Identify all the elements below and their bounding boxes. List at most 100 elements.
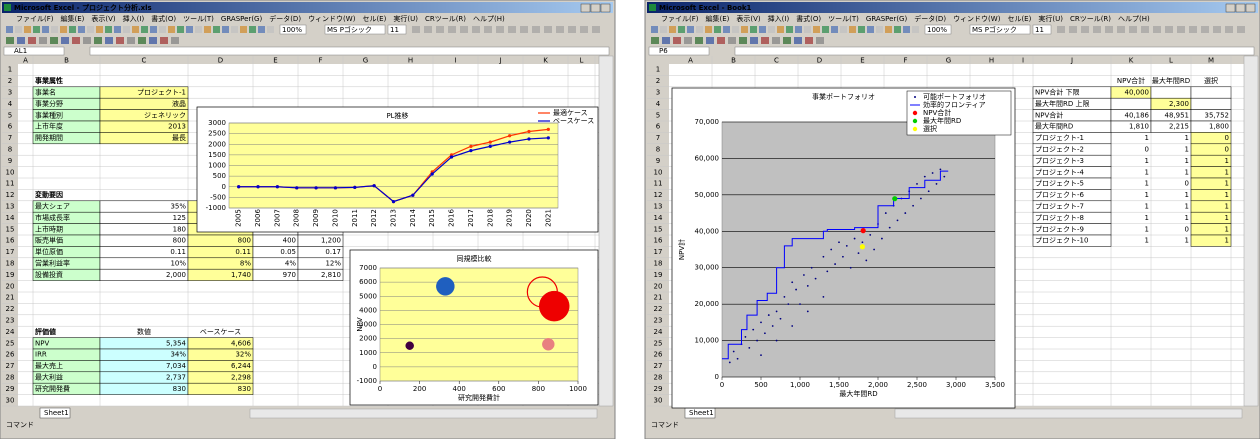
toolbar-button[interactable] [33,26,40,33]
menu-item[interactable]: GRASPer(G) [221,15,263,23]
row-header[interactable]: 6 [656,123,661,131]
toolbar-button[interactable] [750,26,757,33]
name-box[interactable] [3,46,65,56]
menu-item[interactable]: 挿入(I) [768,14,790,23]
toolbar-button[interactable] [867,26,874,33]
toolbar-button[interactable] [96,26,103,33]
toolbar-button[interactable] [706,37,714,44]
row-header[interactable]: 24 [6,328,15,336]
column-header[interactable]: K [1129,57,1134,65]
toolbar-button[interactable] [460,26,468,33]
toolbar-button[interactable] [1237,26,1245,33]
toolbar-button[interactable] [6,26,13,33]
toolbar-button[interactable] [783,37,791,44]
menu-item[interactable]: 表示(V) [736,14,761,23]
horizontal-scrollbar[interactable] [894,408,1243,419]
toolbar-button[interactable] [24,26,31,33]
menu-item[interactable]: セル(E) [1007,15,1031,23]
toolbar-button[interactable] [436,26,444,33]
row-header[interactable]: 22 [654,305,663,313]
toolbar-button[interactable] [177,26,184,33]
row-header[interactable]: 12 [6,191,15,199]
toolbar-button[interactable] [660,26,667,33]
toolbar-button[interactable] [72,37,80,44]
row-header[interactable]: 20 [654,282,663,290]
row-header[interactable]: 13 [654,203,663,211]
zoom-box[interactable] [924,24,952,35]
menu-item[interactable]: 実行(U) [393,14,418,23]
toolbar-button[interactable] [138,37,146,44]
row-header[interactable]: 16 [654,237,663,245]
row-header[interactable]: 6 [8,123,13,131]
toolbar-button[interactable] [651,26,658,33]
toolbar-button[interactable] [532,26,540,33]
row-header[interactable]: 5 [8,111,12,119]
font-box[interactable] [969,24,1031,35]
menu-item[interactable]: ヘルプ(H) [1118,15,1150,23]
toolbar-button[interactable] [51,26,58,33]
menu-item[interactable]: ツール(T) [828,15,859,23]
toolbar-button[interactable] [412,26,420,33]
row-header[interactable]: 4 [656,100,661,108]
toolbar-button[interactable] [150,26,157,33]
toolbar-button[interactable] [840,26,847,33]
row-header[interactable]: 28 [654,374,663,382]
row-header[interactable]: 11 [654,180,663,188]
row-header[interactable]: 29 [6,385,15,393]
column-header[interactable]: F [318,57,322,65]
toolbar-button[interactable] [1189,26,1197,33]
row-header[interactable]: 25 [6,339,15,347]
column-header[interactable]: A [23,57,28,65]
toolbar-button[interactable] [222,26,229,33]
column-header[interactable]: B [731,57,736,65]
toolbar-button[interactable] [831,26,838,33]
row-header[interactable]: 17 [654,248,663,256]
sheet-tab[interactable] [39,407,71,419]
toolbar-button[interactable] [508,26,516,33]
toolbar-button[interactable] [732,26,739,33]
row-header[interactable]: 8 [8,146,12,154]
menu-item[interactable]: 編集(E) [706,14,730,23]
toolbar-button[interactable] [822,26,829,33]
formula-input[interactable] [89,46,610,56]
toolbar-button[interactable] [60,26,67,33]
toolbar-button[interactable] [195,26,202,33]
toolbar-button[interactable] [723,26,730,33]
toolbar-button[interactable] [114,26,121,33]
font-size-box[interactable] [387,24,407,35]
row-header[interactable]: 25 [654,339,663,347]
menu-item[interactable]: データ(D) [914,14,946,23]
toolbar-button[interactable] [786,26,793,33]
toolbar-button[interactable] [1141,26,1149,33]
column-header[interactable]: C [142,57,147,65]
toolbar-button[interactable] [17,37,25,44]
toolbar-button[interactable] [750,37,758,44]
menu-item[interactable]: ファイル(F) [16,15,54,23]
menu-item[interactable]: 編集(E) [61,14,85,23]
row-header[interactable]: 21 [654,294,663,302]
window-button[interactable] [590,3,601,13]
row-header[interactable]: 29 [654,385,663,393]
toolbar-button[interactable] [127,37,135,44]
menu-item[interactable]: ファイル(F) [661,15,699,23]
column-header[interactable]: E [273,57,277,65]
row-header[interactable]: 28 [6,374,15,382]
row-header[interactable]: 19 [654,271,663,279]
toolbar-button[interactable] [213,26,220,33]
toolbar-button[interactable] [568,26,576,33]
vertical-scrollbar[interactable] [1243,55,1259,407]
toolbar-button[interactable] [105,26,112,33]
window-button[interactable] [1235,3,1246,13]
row-header[interactable]: 1 [656,66,660,74]
name-box[interactable] [648,46,710,56]
toolbar-button[interactable] [132,26,139,33]
toolbar-button[interactable] [484,26,492,33]
column-header[interactable]: A [688,57,693,65]
column-header[interactable]: J [498,57,501,65]
column-header[interactable]: B [64,57,69,65]
menu-item[interactable]: CRツール(R) [1070,15,1111,23]
toolbar-button[interactable] [496,26,504,33]
row-header[interactable]: 12 [654,191,663,199]
menu-item[interactable]: CRツール(R) [425,15,466,23]
toolbar-button[interactable] [249,26,256,33]
